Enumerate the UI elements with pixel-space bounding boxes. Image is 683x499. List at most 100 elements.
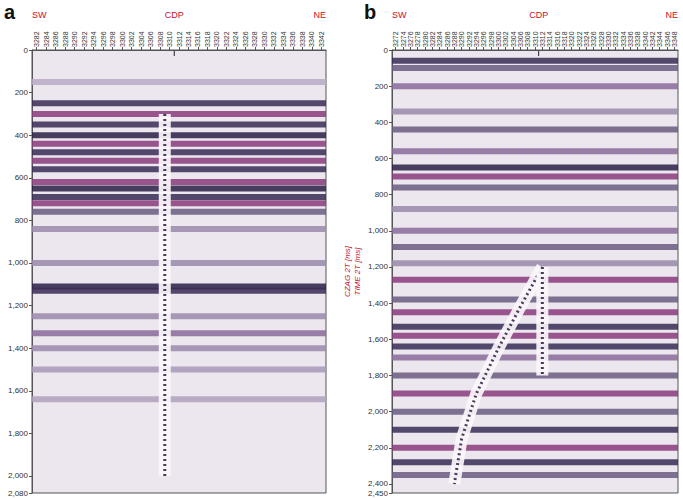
- svg-text:1,800: 1,800: [368, 371, 389, 380]
- svg-text:3336: 3336: [627, 31, 634, 47]
- svg-text:b: b: [364, 1, 376, 23]
- svg-text:3316: 3316: [554, 31, 561, 47]
- svg-text:3340: 3340: [642, 31, 649, 47]
- svg-text:3302: 3302: [128, 31, 135, 47]
- svg-text:3290: 3290: [458, 31, 465, 47]
- svg-text:3286: 3286: [444, 31, 451, 47]
- svg-text:3282: 3282: [429, 31, 436, 47]
- svg-text:600: 600: [375, 154, 389, 163]
- svg-text:3328: 3328: [251, 31, 258, 47]
- svg-text:3302: 3302: [502, 31, 509, 47]
- svg-text:3328: 3328: [598, 31, 605, 47]
- svg-text:1,400: 1,400: [8, 344, 29, 353]
- svg-text:2,080: 2,080: [8, 489, 29, 498]
- svg-text:3300: 3300: [119, 31, 126, 47]
- svg-text:3322: 3322: [223, 31, 230, 47]
- svg-text:3342: 3342: [649, 31, 656, 47]
- svg-text:a: a: [4, 1, 16, 23]
- svg-text:3326: 3326: [590, 31, 597, 47]
- svg-text:3306: 3306: [517, 31, 524, 47]
- svg-text:3272: 3272: [392, 31, 399, 47]
- svg-text:3286: 3286: [52, 31, 59, 47]
- svg-text:3300: 3300: [495, 31, 502, 47]
- svg-text:CZAG 2T [ms]: CZAG 2T [ms]: [343, 245, 352, 297]
- svg-text:3314: 3314: [185, 31, 192, 47]
- svg-text:SW: SW: [32, 10, 47, 20]
- svg-text:400: 400: [15, 131, 29, 140]
- svg-text:1,000: 1,000: [368, 226, 389, 235]
- svg-text:3284: 3284: [436, 31, 443, 47]
- svg-text:1,600: 1,600: [368, 335, 389, 344]
- svg-text:2,000: 2,000: [8, 471, 29, 480]
- svg-text:3294: 3294: [90, 31, 97, 47]
- svg-text:3344: 3344: [656, 31, 663, 47]
- svg-text:3312: 3312: [176, 31, 183, 47]
- svg-text:3274: 3274: [400, 31, 407, 47]
- svg-text:2,200: 2,200: [368, 443, 389, 452]
- svg-text:3320: 3320: [213, 31, 220, 47]
- svg-text:3320: 3320: [568, 31, 575, 47]
- svg-text:3338: 3338: [299, 31, 306, 47]
- svg-text:3292: 3292: [81, 31, 88, 47]
- svg-text:3322: 3322: [576, 31, 583, 47]
- svg-text:3298: 3298: [488, 31, 495, 47]
- svg-text:SW: SW: [392, 10, 407, 20]
- svg-text:0: 0: [384, 46, 389, 55]
- svg-text:1,000: 1,000: [8, 258, 29, 267]
- svg-text:3296: 3296: [100, 31, 107, 47]
- svg-text:3318: 3318: [204, 31, 211, 47]
- svg-text:NE: NE: [313, 10, 326, 20]
- svg-text:1,200: 1,200: [8, 301, 29, 310]
- svg-text:3280: 3280: [422, 31, 429, 47]
- svg-text:3346: 3346: [664, 31, 671, 47]
- svg-text:3334: 3334: [620, 31, 627, 47]
- svg-text:3316: 3316: [194, 31, 201, 47]
- svg-text:3288: 3288: [451, 31, 458, 47]
- svg-text:3332: 3332: [612, 31, 619, 47]
- svg-text:2,000: 2,000: [368, 407, 389, 416]
- svg-text:200: 200: [15, 88, 29, 97]
- svg-text:1,200: 1,200: [368, 262, 389, 271]
- svg-text:3298: 3298: [109, 31, 116, 47]
- svg-text:600: 600: [15, 173, 29, 182]
- svg-text:2,400: 2,400: [368, 479, 389, 488]
- svg-text:3304: 3304: [510, 31, 517, 47]
- svg-text:TIME 2T [ms]: TIME 2T [ms]: [353, 247, 362, 296]
- svg-text:NE: NE: [665, 10, 678, 20]
- svg-text:1,600: 1,600: [8, 386, 29, 395]
- svg-text:3342: 3342: [318, 31, 325, 47]
- svg-text:3338: 3338: [634, 31, 641, 47]
- svg-text:200: 200: [375, 82, 389, 91]
- svg-text:3332: 3332: [270, 31, 277, 47]
- svg-text:800: 800: [375, 190, 389, 199]
- svg-text:3308: 3308: [524, 31, 531, 47]
- svg-text:2,450: 2,450: [368, 489, 389, 498]
- svg-text:3324: 3324: [232, 31, 239, 47]
- svg-text:3290: 3290: [71, 31, 78, 47]
- svg-text:3278: 3278: [414, 31, 421, 47]
- svg-text:3310: 3310: [532, 31, 539, 47]
- svg-text:3306: 3306: [147, 31, 154, 47]
- svg-text:3284: 3284: [43, 31, 50, 47]
- svg-text:3282: 3282: [33, 31, 40, 47]
- svg-text:3330: 3330: [261, 31, 268, 47]
- svg-text:3294: 3294: [473, 31, 480, 47]
- svg-text:800: 800: [15, 216, 29, 225]
- svg-text:3296: 3296: [480, 31, 487, 47]
- svg-text:3330: 3330: [605, 31, 612, 47]
- svg-text:3276: 3276: [407, 31, 414, 47]
- svg-text:3314: 3314: [546, 31, 553, 47]
- svg-text:CDP: CDP: [529, 10, 548, 20]
- svg-text:3288: 3288: [62, 31, 69, 47]
- svg-text:3312: 3312: [539, 31, 546, 47]
- svg-text:1,800: 1,800: [8, 429, 29, 438]
- svg-text:3292: 3292: [466, 31, 473, 47]
- svg-text:3334: 3334: [280, 31, 287, 47]
- svg-text:3348: 3348: [671, 31, 678, 47]
- svg-text:3340: 3340: [308, 31, 315, 47]
- svg-text:3308: 3308: [157, 31, 164, 47]
- svg-text:0: 0: [24, 46, 29, 55]
- svg-text:3336: 3336: [289, 31, 296, 47]
- svg-text:3326: 3326: [242, 31, 249, 47]
- svg-text:3304: 3304: [138, 31, 145, 47]
